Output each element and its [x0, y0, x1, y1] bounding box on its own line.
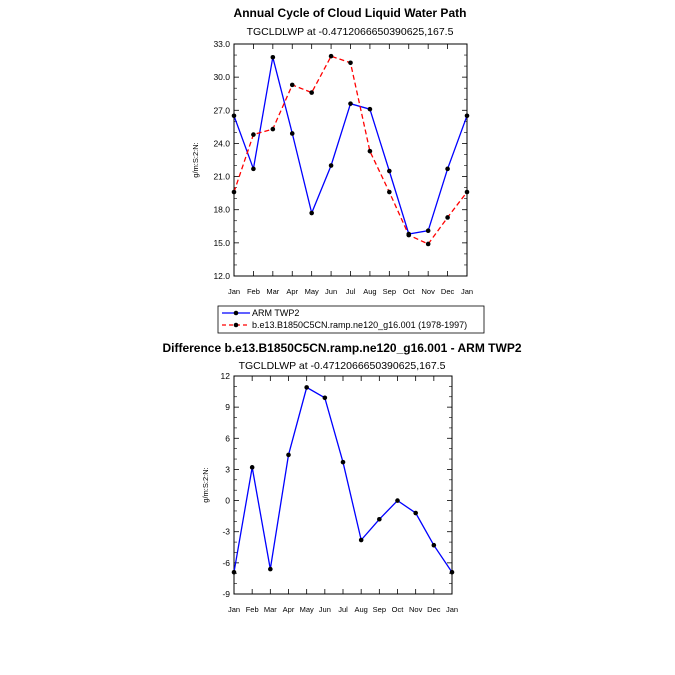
legend-label-arm: ARM TWP2 [252, 308, 299, 318]
data-point [348, 60, 353, 66]
y-tick-label: 18.0 [213, 205, 230, 215]
x-tick-label: Jan [228, 287, 240, 296]
x-tick-label: Jul [338, 605, 348, 614]
data-point [464, 113, 470, 119]
data-point [358, 537, 364, 543]
legend-box [217, 305, 485, 334]
data-point [464, 189, 470, 195]
x-tick-label: Apr [286, 287, 298, 296]
x-tick-label: Dec [427, 605, 441, 614]
data-point [387, 189, 392, 195]
chart2-ylabel: g/m:S:2:N: [201, 467, 210, 502]
data-point [377, 516, 382, 522]
chart1-title: Annual Cycle of Cloud Liquid Water Path [234, 6, 467, 20]
y-tick-label: 12.0 [213, 271, 230, 281]
y-tick-label: -6 [222, 558, 230, 568]
data-point [270, 54, 276, 60]
data-point [286, 452, 291, 458]
x-tick-label: Mar [264, 605, 277, 614]
chart1-subtitle: TGCLDLWP at -0.4712066650390625,167.5 [247, 26, 454, 38]
data-point [406, 232, 412, 238]
data-point [425, 228, 431, 234]
chart2-plot-frame [233, 375, 453, 595]
data-point [328, 53, 334, 59]
chart1-ylabel: g/m:S:2:N: [191, 142, 200, 177]
y-tick-label: 9 [225, 402, 230, 412]
legend-marker-arm [233, 310, 239, 316]
y-tick-label: 24.0 [213, 138, 230, 148]
x-tick-label: Oct [403, 287, 416, 296]
legend-label-model: b.e13.B1850C5CN.ramp.ne120_g16.001 (1978… [252, 320, 467, 330]
data-point [413, 510, 418, 516]
y-tick-label: 12 [221, 371, 231, 381]
data-point [367, 106, 373, 112]
data-point [425, 241, 431, 247]
y-tick-label: -3 [222, 527, 230, 537]
x-tick-label: Jan [446, 605, 458, 614]
x-tick-label: Nov [421, 287, 435, 296]
x-tick-label: Mar [266, 287, 279, 296]
data-point [304, 385, 309, 390]
x-tick-label: Feb [246, 605, 259, 614]
y-tick-label: 6 [225, 433, 230, 443]
panel-difference: Difference b.e13.B1850C5CN.ramp.ne120_g1… [162, 341, 521, 614]
y-tick-label: 0 [225, 496, 230, 506]
series-line-0 [233, 57, 468, 235]
data-point [251, 132, 256, 137]
y-tick-label: 33.0 [213, 39, 230, 49]
x-tick-label: Oct [392, 605, 405, 614]
data-point [309, 90, 314, 95]
y-tick-label: 30.0 [213, 72, 230, 82]
series-line-0 [233, 386, 453, 573]
data-point [322, 395, 328, 401]
data-point [445, 215, 450, 220]
x-tick-label: Jul [346, 287, 356, 296]
data-point [348, 101, 353, 106]
y-tick-label: 27.0 [213, 105, 230, 115]
x-tick-label: May [300, 605, 314, 614]
data-point [340, 459, 346, 465]
data-point [231, 189, 237, 195]
data-point [309, 210, 314, 216]
x-tick-label: May [305, 287, 319, 296]
data-point [289, 82, 295, 88]
data-point [231, 113, 237, 119]
x-tick-label: Sep [373, 605, 386, 614]
data-point [445, 166, 450, 172]
x-tick-label: Apr [283, 605, 295, 614]
data-point [270, 126, 276, 132]
data-point [395, 498, 400, 503]
data-point [367, 148, 373, 154]
x-tick-label: Jun [319, 605, 331, 614]
chart2-title: Difference b.e13.B1850C5CN.ramp.ne120_g1… [162, 341, 521, 355]
chart2-subtitle: TGCLDLWP at -0.4712066650390625,167.5 [239, 360, 446, 372]
panel-annual-cycle: Annual Cycle of Cloud Liquid Water Path … [191, 6, 473, 296]
x-tick-label: Dec [441, 287, 455, 296]
data-point [231, 569, 237, 575]
x-tick-label: Nov [409, 605, 423, 614]
x-tick-label: Jan [461, 287, 473, 296]
x-tick-label: Sep [383, 287, 396, 296]
legend-marker-model [233, 322, 239, 328]
data-point [431, 542, 437, 548]
x-tick-label: Feb [247, 287, 260, 296]
data-point [387, 168, 392, 174]
y-tick-label: -9 [222, 589, 230, 599]
y-tick-label: 3 [225, 464, 230, 474]
y-tick-label: 21.0 [213, 172, 230, 182]
data-point [268, 566, 273, 572]
x-tick-label: Jun [325, 287, 337, 296]
data-point [328, 163, 334, 168]
series-line-1 [233, 55, 468, 245]
data-point [289, 131, 295, 136]
y-tick-label: 15.0 [213, 238, 230, 248]
data-point [251, 166, 256, 172]
x-tick-label: Jan [228, 605, 240, 614]
legend: ARM TWP2 b.e13.B1850C5CN.ramp.ne120_g16.… [217, 305, 485, 334]
x-tick-label: Aug [363, 287, 376, 296]
data-point [449, 569, 455, 575]
x-tick-label: Aug [354, 605, 367, 614]
data-point [249, 465, 255, 470]
